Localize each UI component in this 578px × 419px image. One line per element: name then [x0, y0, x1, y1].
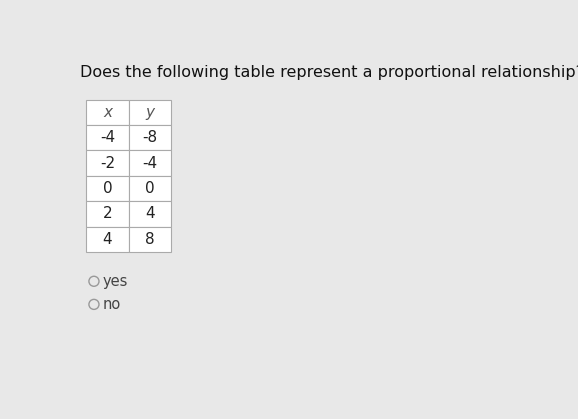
Text: yes: yes: [103, 274, 128, 289]
Text: 2: 2: [103, 207, 112, 221]
Bar: [86, 176, 129, 201]
Text: Does the following table represent a proportional relationship?: Does the following table represent a pro…: [80, 65, 578, 80]
Bar: [129, 100, 172, 125]
Text: -4: -4: [100, 130, 115, 145]
Text: 4: 4: [145, 207, 155, 221]
Bar: [129, 150, 172, 176]
Text: 8: 8: [145, 232, 155, 247]
Text: x: x: [103, 105, 112, 120]
Bar: [129, 176, 172, 201]
Bar: [129, 227, 172, 252]
Bar: [86, 125, 129, 150]
Text: y: y: [146, 105, 155, 120]
Text: 0: 0: [145, 181, 155, 196]
Bar: [129, 201, 172, 227]
Bar: [86, 227, 129, 252]
Text: 4: 4: [103, 232, 112, 247]
Text: -2: -2: [100, 155, 115, 171]
Text: -4: -4: [143, 155, 158, 171]
Bar: [86, 201, 129, 227]
Text: -8: -8: [143, 130, 158, 145]
Text: 0: 0: [103, 181, 112, 196]
Bar: [86, 150, 129, 176]
Bar: [86, 100, 129, 125]
Text: no: no: [103, 297, 121, 312]
Bar: [129, 125, 172, 150]
